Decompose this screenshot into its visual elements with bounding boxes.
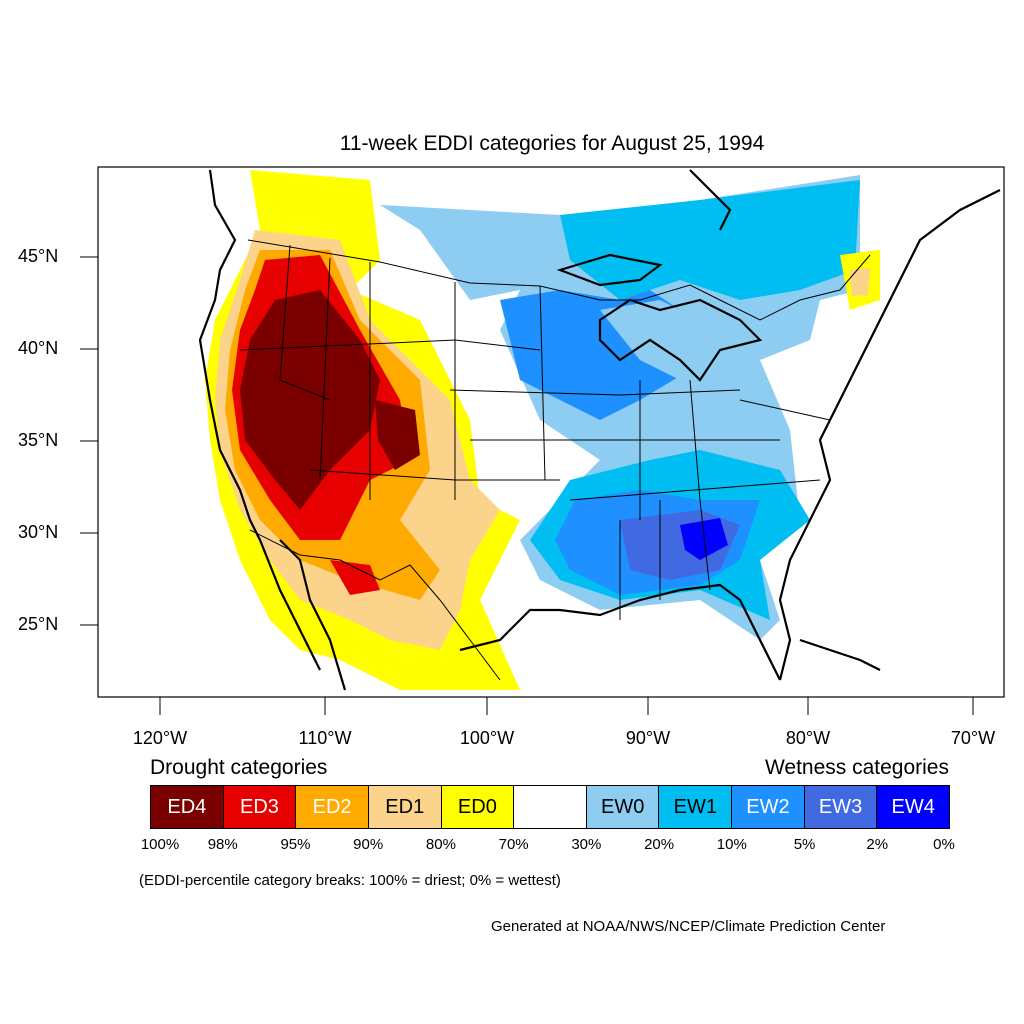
category-shading: [205, 170, 880, 690]
state-boundaries: [239, 239, 871, 681]
percentile-label: 70%: [498, 836, 529, 853]
lat-label-30: 30°N: [18, 522, 59, 542]
lat-label-40: 40°N: [18, 338, 59, 358]
lon-ticks: [159, 697, 974, 715]
percentile-label: 98%: [207, 836, 238, 853]
map-frame: [97, 166, 1005, 698]
legend-box-ew3: EW3: [804, 786, 878, 828]
category-breaks-note: (EDDI-percentile category breaks: 100% =…: [139, 872, 561, 889]
legend-box-ew1: EW1: [659, 786, 733, 828]
state-line-1: [279, 244, 331, 401]
legend-box-ed1: ED1: [368, 786, 442, 828]
lon-label-100: 100°W: [459, 728, 515, 748]
map-title: 11-week EDDI categories for August 25, 1…: [339, 132, 765, 155]
state-line-8: [449, 389, 741, 396]
lon-label-90: 90°W: [625, 728, 671, 748]
percentile-label: 0%: [933, 836, 955, 853]
state-line-7: [309, 469, 560, 481]
lake-superior: [556, 253, 663, 287]
coastlines: [198, 169, 1001, 691]
lat-label-45: 45°N: [18, 246, 59, 266]
drought-region-ed3-south: [330, 560, 380, 595]
state-line-5: [539, 285, 546, 481]
legend-box-ew0: EW0: [586, 786, 660, 828]
state-line-15: [689, 379, 701, 501]
percentile-label: 95%: [280, 836, 311, 853]
lon-label-120: 120°W: [132, 728, 188, 748]
us-canada-border: [247, 239, 871, 321]
percentile-label: 10%: [716, 836, 747, 853]
state-line-2: [319, 257, 331, 481]
drought-categories-title: Drought categories: [150, 756, 328, 779]
cuba: [799, 638, 881, 671]
legend-box-ew2: EW2: [732, 786, 805, 828]
drought-region-ne-ed1: [850, 268, 870, 296]
great-lakes: [598, 298, 763, 382]
pacific-coast: [198, 169, 321, 671]
percentile-label: 90%: [353, 836, 384, 853]
wetness-region-ew0-midwest: [600, 300, 720, 380]
percentile-label: 2%: [866, 836, 889, 853]
legend-box-ew4: EW4: [877, 786, 950, 828]
lat-label-25: 25°N: [18, 614, 59, 634]
hudson-bay-coast: [689, 169, 732, 231]
gulf-coast: [459, 583, 781, 681]
lat-ticks: [80, 256, 98, 626]
legend-box-ed3: ED3: [223, 786, 297, 828]
state-line-16: [739, 399, 831, 421]
category-legend: ED4 ED3 ED2 ED1 ED0 EW0 EW1 EW2 EW3 EW4: [150, 785, 950, 829]
lon-label-70: 70°W: [950, 728, 996, 748]
us-mexico-border: [249, 529, 501, 681]
legend-box-ed0: ED0: [441, 786, 515, 828]
state-line-10: [569, 479, 821, 501]
baja-coast: [279, 539, 347, 691]
legend-box-ed2: ED2: [296, 786, 369, 828]
state-line-6: [239, 339, 541, 351]
credit-line: Generated at NOAA/NWS/NCEP/Climate Predi…: [491, 918, 886, 935]
legend-box-neutral: [514, 786, 587, 828]
percentile-label: 30%: [571, 836, 602, 853]
drought-region-ed4-east: [375, 400, 420, 470]
wetness-categories-title: Wetness categories: [764, 756, 949, 779]
percentile-label: 5%: [793, 836, 816, 853]
percentile-label: 20%: [644, 836, 675, 853]
legend-box-ed4: ED4: [151, 786, 224, 828]
percentile-label: 100%: [140, 836, 180, 853]
wetness-region-ew1: [560, 180, 860, 300]
state-line-13: [699, 499, 711, 591]
lon-label-110: 110°W: [298, 728, 352, 748]
lat-label-35: 35°N: [18, 430, 59, 450]
atlantic-coast: [778, 189, 1001, 681]
percentile-label: 80%: [425, 836, 456, 853]
lon-label-80: 80°W: [785, 728, 831, 748]
